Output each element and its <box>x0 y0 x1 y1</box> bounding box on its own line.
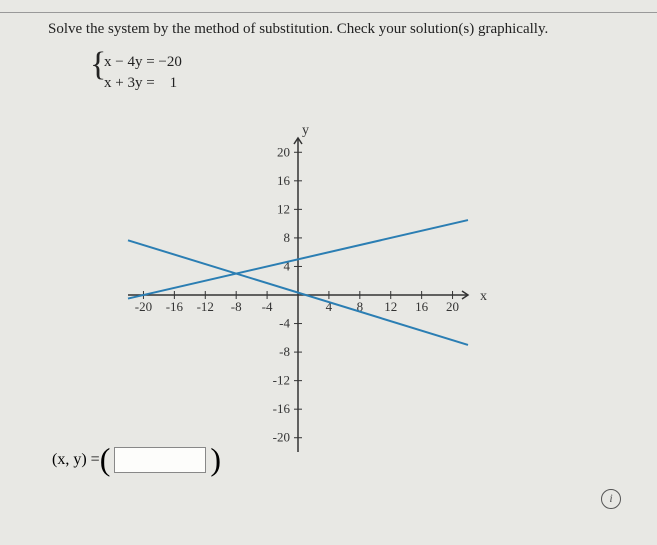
svg-text:x: x <box>480 289 487 304</box>
svg-text:-4: -4 <box>279 316 290 331</box>
info-icon[interactable]: i <box>601 489 621 509</box>
answer-input[interactable] <box>114 447 206 473</box>
equation-1: x − 4y = −20 <box>104 52 657 73</box>
svg-text:-12: -12 <box>273 373 290 388</box>
svg-text:16: 16 <box>277 173 291 188</box>
answer-label: (x, y) = <box>52 451 100 469</box>
svg-text:20: 20 <box>277 144 290 159</box>
svg-text:16: 16 <box>415 299 429 314</box>
svg-text:-8: -8 <box>231 299 242 314</box>
svg-text:-16: -16 <box>273 401 291 416</box>
brace: { <box>90 48 106 82</box>
solution-graph: -20-16-12-8-448121620-20-16-12-8-4481216… <box>78 112 498 472</box>
svg-text:y: y <box>302 123 309 138</box>
svg-text:12: 12 <box>384 299 397 314</box>
equation-2: x + 3y = 1 <box>104 73 657 94</box>
svg-text:-8: -8 <box>279 344 290 359</box>
svg-text:-16: -16 <box>166 299 184 314</box>
answer-row: (x, y) = ( ) <box>52 447 221 473</box>
question-prompt: Solve the system by the method of substi… <box>48 21 657 38</box>
svg-text:12: 12 <box>277 201 290 216</box>
svg-text:-4: -4 <box>262 299 273 314</box>
equation-system: { x − 4y = −20 x + 3y = 1 <box>90 52 657 94</box>
close-paren-icon: ) <box>210 447 221 473</box>
svg-text:-12: -12 <box>197 299 214 314</box>
svg-text:8: 8 <box>284 230 291 245</box>
svg-text:-20: -20 <box>135 299 152 314</box>
svg-text:-20: -20 <box>273 430 290 445</box>
open-paren-icon: ( <box>100 447 111 473</box>
svg-text:20: 20 <box>446 299 459 314</box>
